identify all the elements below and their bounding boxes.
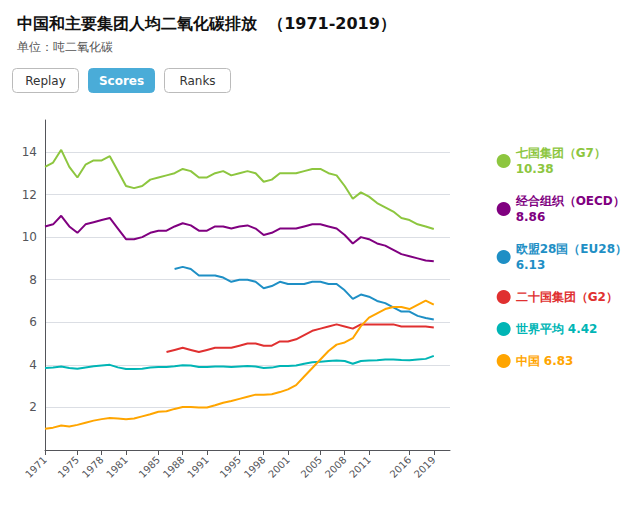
svg-text:1995: 1995 — [218, 454, 244, 480]
svg-text:单位：吨二氧化碳: 单位：吨二氧化碳 — [17, 40, 113, 54]
svg-text:2011: 2011 — [347, 454, 373, 480]
svg-text:6: 6 — [29, 315, 37, 329]
svg-text:七国集团（G7）: 七国集团（G7） — [515, 146, 606, 160]
svg-text:2008: 2008 — [323, 454, 349, 480]
svg-text:2001: 2001 — [266, 454, 292, 480]
svg-text:中国 6.83: 中国 6.83 — [516, 354, 574, 368]
svg-text:2005: 2005 — [299, 454, 325, 480]
svg-text:1981: 1981 — [104, 454, 130, 480]
svg-text:Ranks: Ranks — [179, 74, 215, 88]
svg-text:4: 4 — [29, 358, 37, 372]
svg-text:2: 2 — [29, 400, 37, 414]
svg-text:2019: 2019 — [412, 454, 438, 480]
svg-text:10.38: 10.38 — [516, 162, 554, 176]
svg-text:10: 10 — [22, 230, 37, 244]
svg-text:1975: 1975 — [56, 454, 82, 480]
svg-text:2016: 2016 — [388, 454, 414, 480]
svg-text:世界平均 4.42: 世界平均 4.42 — [515, 322, 598, 336]
svg-text:8: 8 — [29, 273, 37, 287]
svg-text:8.86: 8.86 — [516, 210, 546, 224]
svg-text:Replay: Replay — [25, 74, 66, 88]
svg-text:1985: 1985 — [137, 454, 163, 480]
svg-text:1998: 1998 — [242, 454, 268, 480]
svg-text:经合组织（OECD）: 经合组织（OECD） — [515, 194, 625, 208]
svg-text:1978: 1978 — [80, 454, 106, 480]
svg-text:1991: 1991 — [185, 454, 211, 480]
svg-text:Scores: Scores — [99, 74, 144, 88]
svg-text:欧盟28国（EU28）: 欧盟28国（EU28） — [516, 242, 627, 256]
svg-text:1988: 1988 — [161, 454, 187, 480]
svg-text:12: 12 — [22, 188, 37, 202]
svg-text:二十国集团（G2）: 二十国集团（G2） — [516, 290, 618, 304]
svg-text:14: 14 — [22, 145, 37, 159]
svg-text:1971: 1971 — [23, 454, 49, 480]
svg-text:中国和主要集团人均二氧化碳排放 （1971-2019）: 中国和主要集团人均二氧化碳排放 （1971-2019） — [17, 14, 396, 33]
svg-text:6.13: 6.13 — [516, 258, 546, 272]
